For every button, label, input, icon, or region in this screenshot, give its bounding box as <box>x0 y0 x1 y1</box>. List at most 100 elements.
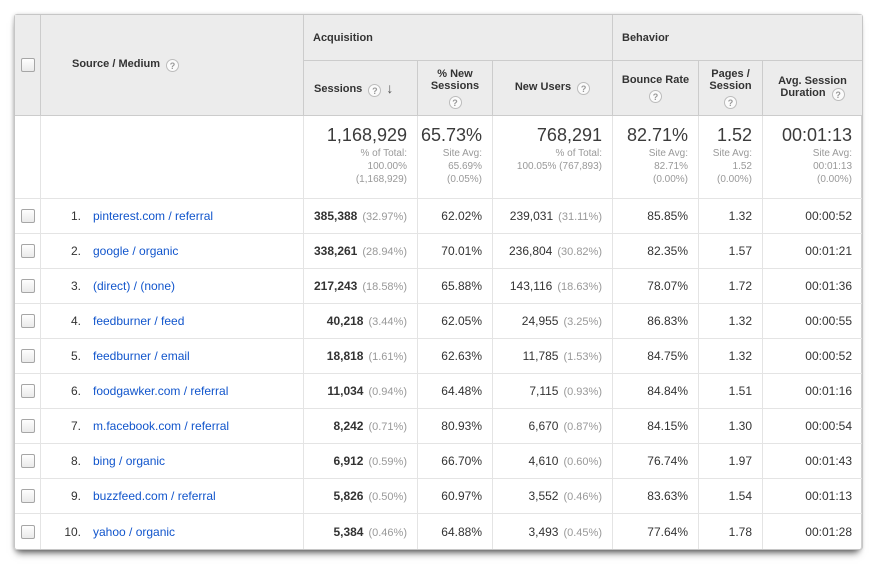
pages-session-value: 1.97 <box>728 454 752 468</box>
avg-duration-cell: 00:01:43 <box>763 444 863 479</box>
row-checkbox[interactable] <box>20 419 35 434</box>
source-medium-link[interactable]: bing / organic <box>93 454 166 468</box>
bounce-rate-cell: 83.63% <box>613 479 699 514</box>
row-checkbox-cell <box>15 234 41 269</box>
source-medium-link[interactable]: google / organic <box>93 244 179 258</box>
sessions-cell: 40,218 (3.44%) <box>304 304 418 339</box>
sort-descending-icon[interactable]: ↓ <box>386 79 394 96</box>
bounce-rate-value: 76.74% <box>647 454 688 468</box>
totals-pages-session-value: 1.52 <box>716 125 752 145</box>
pct-new-sessions-value: 66.70% <box>441 454 482 468</box>
source-medium-link[interactable]: feedburner / feed <box>93 314 185 328</box>
row-checkbox[interactable] <box>20 454 35 469</box>
new-users-percent: (30.82%) <box>557 246 602 258</box>
avg-duration-value: 00:01:13 <box>805 489 853 503</box>
row-checkbox[interactable] <box>20 209 35 224</box>
help-icon[interactable]: ? <box>368 83 382 97</box>
help-icon[interactable]: ? <box>724 95 737 109</box>
select-all-checkbox[interactable] <box>20 58 35 72</box>
row-checkbox[interactable] <box>20 244 35 259</box>
column-header-source-medium[interactable]: Source / Medium? <box>41 15 304 116</box>
source-medium-cell: 1. pinterest.com / referral <box>41 199 304 234</box>
sessions-cell: 6,912 (0.59%) <box>304 444 418 479</box>
totals-pages-session-cell: 1.52 Site Avg: 1.52 (0.00%) <box>699 116 763 199</box>
help-icon[interactable]: ? <box>448 95 462 109</box>
row-index: 6. <box>70 384 81 398</box>
column-header-new-users[interactable]: New Users? <box>493 61 613 116</box>
pct-new-sessions-value: 70.01% <box>441 244 482 258</box>
source-medium-link[interactable]: foodgawker.com / referral <box>93 384 229 398</box>
source-medium-link[interactable]: (direct) / (none) <box>93 279 176 293</box>
sessions-cell: 18,818 (1.61%) <box>304 339 418 374</box>
source-medium-cell: 4. feedburner / feed <box>41 304 304 339</box>
column-header-pct-new-sessions[interactable]: % New Sessions ? <box>418 61 493 116</box>
pct-new-sessions-value: 62.02% <box>441 209 482 223</box>
new-users-percent: (0.93%) <box>563 386 602 398</box>
totals-avg-duration-subtext: Site Avg: 00:01:13 (0.00%) <box>812 148 853 185</box>
help-icon[interactable]: ? <box>831 88 845 101</box>
source-medium-link[interactable]: buzzfeed.com / referral <box>93 489 216 503</box>
totals-row: 1,168,929 % of Total: 100.00% (1,168,929… <box>15 116 863 199</box>
pct-new-sessions-cell: 64.88% <box>418 514 493 549</box>
sessions-value: 385,388 <box>313 209 358 223</box>
avg-duration-cell: 00:01:16 <box>763 374 863 409</box>
row-checkbox[interactable] <box>20 314 35 329</box>
new-users-label: New Users <box>514 81 572 93</box>
sessions-percent: (0.71%) <box>368 421 407 433</box>
sessions-value: 8,242 <box>333 419 364 433</box>
bounce-rate-value: 83.63% <box>647 489 688 503</box>
help-icon[interactable]: ? <box>577 82 591 95</box>
sessions-cell: 8,242 (0.71%) <box>304 409 418 444</box>
new-users-value: 7,115 <box>529 384 559 398</box>
new-users-value: 236,804 <box>508 244 553 258</box>
column-header-pages-session[interactable]: Pages / Session ? <box>699 61 763 116</box>
avg-duration-value: 00:00:55 <box>805 314 853 328</box>
source-medium-link[interactable]: feedburner / email <box>93 349 190 363</box>
row-checkbox[interactable] <box>20 489 35 504</box>
avg-duration-value: 00:00:52 <box>805 349 853 363</box>
new-users-value: 6,670 <box>528 419 559 433</box>
column-header-avg-session-duration[interactable]: Avg. Session Duration? <box>763 61 863 116</box>
row-checkbox-cell <box>15 199 41 234</box>
bounce-rate-label: Bounce Rate <box>621 73 690 86</box>
table-row: 5. feedburner / email 18,818 (1.61%) 62.63… <box>15 339 863 374</box>
avg-duration-value: 00:01:43 <box>805 454 853 468</box>
help-icon[interactable]: ? <box>166 59 180 72</box>
column-header-sessions[interactable]: Sessions? ↓ <box>304 61 418 116</box>
totals-sessions-cell: 1,168,929 % of Total: 100.00% (1,168,929… <box>304 116 418 199</box>
row-checkbox[interactable] <box>20 524 35 539</box>
pct-new-sessions-cell: 60.97% <box>418 479 493 514</box>
avg-duration-cell: 00:01:28 <box>763 514 862 549</box>
sessions-cell: 338,261 (28.94%) <box>304 234 418 269</box>
source-medium-link[interactable]: pinterest.com / referral <box>93 209 214 223</box>
acquisition-group-label: Acquisition <box>313 31 373 44</box>
row-checkbox-cell <box>15 374 41 409</box>
pages-session-value: 1.72 <box>728 279 752 293</box>
pages-session-value: 1.30 <box>728 419 752 433</box>
pages-session-label: Pages / Session <box>709 67 752 92</box>
row-checkbox-cell <box>15 339 41 374</box>
row-checkbox[interactable] <box>20 384 35 399</box>
source-medium-cell: 8. bing / organic <box>41 444 304 479</box>
table-row: 8. bing / organic 6,912 (0.59%) 66.70% 4,6… <box>15 444 863 479</box>
table-row: 9. buzzfeed.com / referral 5,826 (0.50%) 6… <box>15 479 863 514</box>
group-header-row: Source / Medium? Acquisition Behavior <box>15 15 863 116</box>
help-icon[interactable]: ? <box>649 89 662 103</box>
pct-new-sessions-cell: 62.05% <box>418 304 493 339</box>
source-medium-link[interactable]: m.facebook.com / referral <box>93 419 230 433</box>
totals-sessions-value: 1,168,929 <box>326 125 407 145</box>
bounce-rate-cell: 76.74% <box>613 444 699 479</box>
new-users-value: 11,785 <box>522 349 559 363</box>
new-users-percent: (3.25%) <box>563 316 602 328</box>
source-medium-link[interactable]: yahoo / organic <box>93 524 176 539</box>
row-checkbox[interactable] <box>20 279 35 294</box>
column-header-bounce-rate[interactable]: Bounce Rate ? <box>613 61 699 116</box>
avg-duration-value: 00:00:52 <box>805 209 853 223</box>
select-all-header-cell <box>15 15 41 116</box>
pct-new-sessions-value: 65.88% <box>441 279 482 293</box>
bounce-rate-cell: 84.75% <box>613 339 699 374</box>
sessions-percent: (0.94%) <box>368 386 407 398</box>
pct-new-sessions-value: 60.97% <box>441 489 482 503</box>
row-checkbox[interactable] <box>20 349 35 364</box>
source-medium-cell: 9. buzzfeed.com / referral <box>41 479 304 514</box>
